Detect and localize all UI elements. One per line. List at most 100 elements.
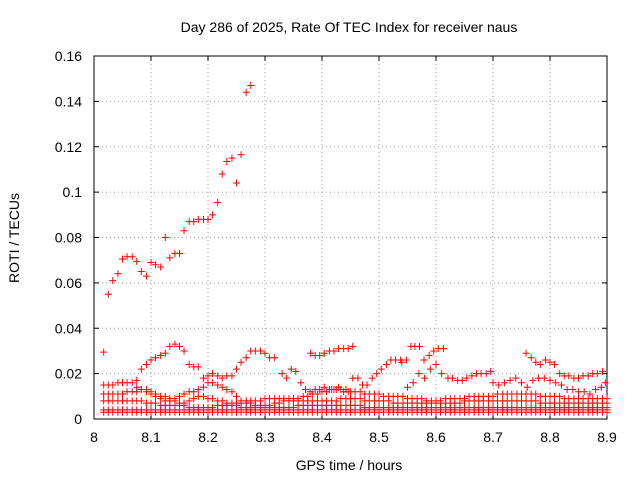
data-point xyxy=(137,365,145,373)
data-point xyxy=(209,211,217,219)
data-point xyxy=(489,379,497,387)
data-point xyxy=(176,249,183,257)
data-point xyxy=(204,215,212,223)
data-point xyxy=(176,342,183,350)
data-point xyxy=(109,381,117,389)
data-point xyxy=(468,372,476,380)
data-point xyxy=(522,349,530,357)
data-point xyxy=(142,272,150,280)
data-point xyxy=(313,390,321,398)
y-tick-label: 0.08 xyxy=(55,230,82,246)
x-tick-label: 8.4 xyxy=(312,429,332,445)
data-point xyxy=(190,218,198,226)
data-point xyxy=(532,390,540,398)
data-point xyxy=(397,356,405,364)
data-point xyxy=(409,379,417,387)
data-point xyxy=(349,342,357,350)
data-point xyxy=(218,383,226,391)
data-point xyxy=(385,397,393,405)
data-point xyxy=(137,397,145,405)
x-tick-label: 8.8 xyxy=(540,429,560,445)
data-point xyxy=(529,376,537,384)
data-point xyxy=(142,388,150,396)
y-tick-label: 0 xyxy=(74,411,82,427)
data-point xyxy=(593,370,601,378)
data-point xyxy=(199,374,207,382)
data-point xyxy=(482,370,490,378)
data-point xyxy=(580,388,588,396)
data-point xyxy=(540,374,548,382)
data-point xyxy=(157,351,165,359)
data-point xyxy=(449,374,457,382)
data-point xyxy=(171,340,179,348)
data-point xyxy=(166,254,174,262)
y-tick-label: 0.02 xyxy=(55,366,82,382)
data-point xyxy=(256,397,264,405)
data-point xyxy=(439,345,447,353)
data-point xyxy=(415,370,423,378)
data-point xyxy=(458,376,466,384)
data-point xyxy=(152,399,160,407)
data-point xyxy=(204,372,212,380)
data-points xyxy=(100,81,611,416)
y-tick-label: 0.06 xyxy=(55,275,82,291)
x-tick-label: 8.2 xyxy=(198,429,218,445)
data-point xyxy=(185,397,193,405)
data-point xyxy=(420,356,428,364)
data-point xyxy=(242,88,250,96)
data-point xyxy=(565,372,573,380)
data-point xyxy=(356,395,364,403)
x-tick-label: 8.3 xyxy=(255,429,275,445)
data-point xyxy=(292,367,300,375)
data-point xyxy=(532,358,540,366)
data-point xyxy=(586,390,594,398)
data-point xyxy=(527,354,535,362)
data-point xyxy=(320,383,328,391)
data-point xyxy=(223,157,231,165)
data-point xyxy=(214,381,222,389)
x-axis-label: GPS time / hours xyxy=(296,457,403,473)
data-point xyxy=(199,383,207,391)
data-point xyxy=(166,342,174,350)
data-point xyxy=(546,358,554,366)
data-point xyxy=(137,386,145,394)
data-point xyxy=(603,408,611,416)
data-point xyxy=(114,270,122,278)
data-point xyxy=(147,356,155,364)
data-point xyxy=(218,170,226,178)
data-point xyxy=(142,361,150,369)
data-point xyxy=(133,376,141,384)
data-point xyxy=(487,367,495,375)
data-point xyxy=(500,379,508,387)
data-point xyxy=(363,381,371,389)
data-point xyxy=(432,361,440,369)
data-point xyxy=(546,376,554,384)
data-point xyxy=(256,347,264,355)
data-point xyxy=(421,374,429,382)
data-point xyxy=(426,365,434,373)
data-point xyxy=(128,253,136,261)
data-point xyxy=(404,383,411,391)
data-point xyxy=(100,348,108,356)
data-point xyxy=(233,392,240,400)
data-point xyxy=(512,374,520,382)
chart-title: Day 286 of 2025, Rate Of TEC Index for r… xyxy=(181,19,518,35)
x-tick-label: 8.1 xyxy=(141,429,161,445)
data-point xyxy=(237,358,245,366)
data-point xyxy=(354,374,362,382)
data-point xyxy=(495,381,503,389)
grid xyxy=(94,56,607,419)
data-point xyxy=(601,379,609,387)
data-point xyxy=(373,370,381,378)
data-point xyxy=(356,388,364,396)
data-point xyxy=(228,154,236,162)
data-point xyxy=(532,397,540,405)
data-point xyxy=(285,395,293,403)
data-point xyxy=(569,386,577,394)
data-point xyxy=(152,354,160,362)
data-point xyxy=(119,390,126,398)
data-point xyxy=(242,354,250,362)
data-point xyxy=(223,386,231,394)
data-point xyxy=(552,379,560,387)
data-point xyxy=(320,349,328,357)
